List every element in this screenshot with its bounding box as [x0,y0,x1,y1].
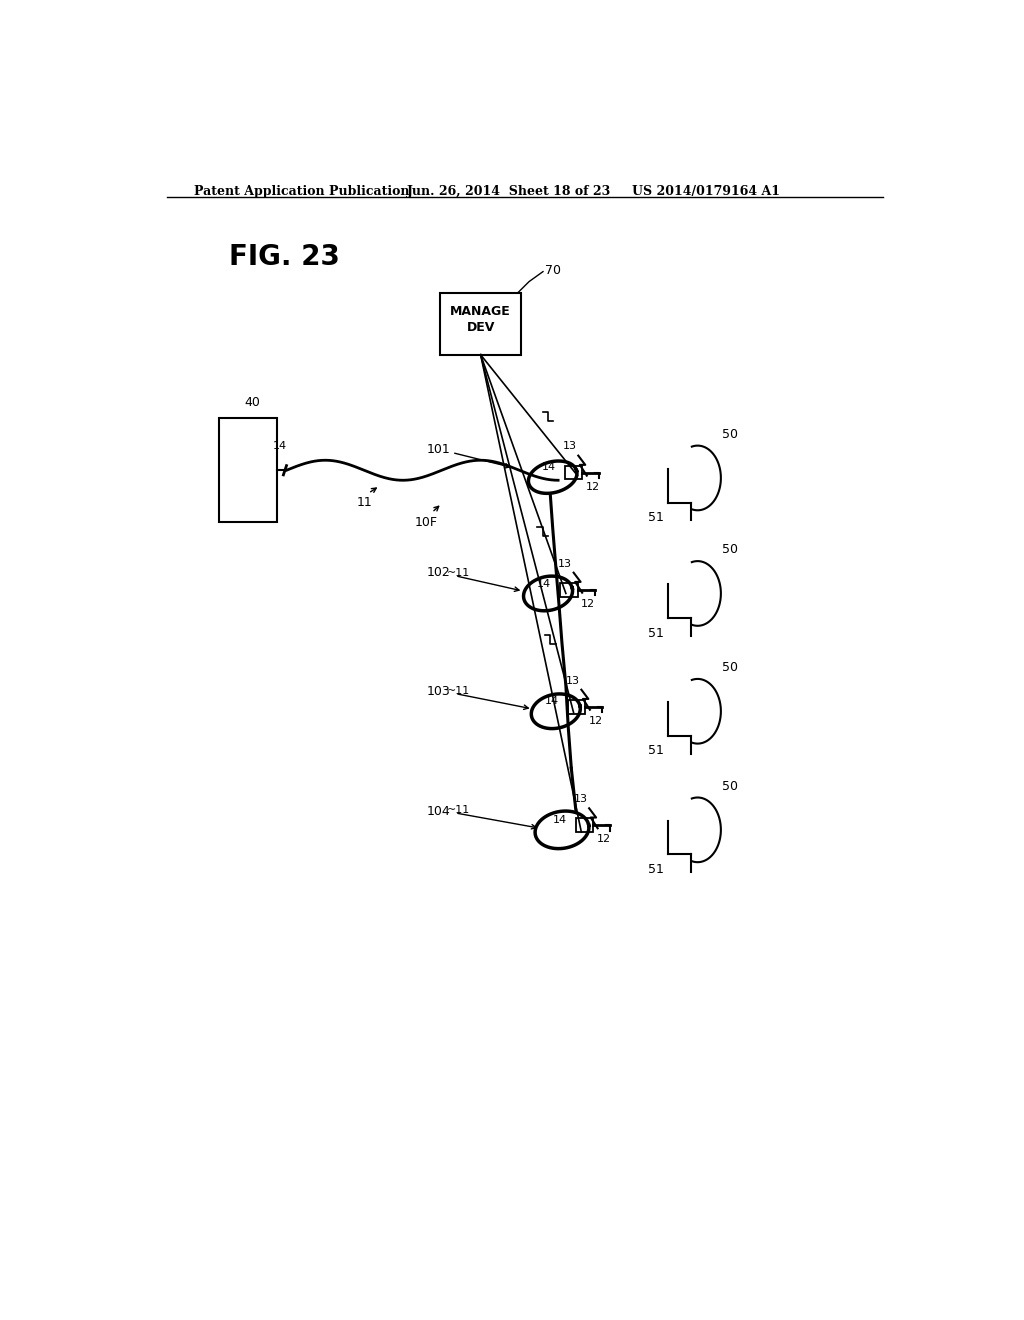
Text: ~11: ~11 [447,805,471,814]
Text: 14: 14 [553,814,566,825]
Text: 14: 14 [538,579,551,589]
Text: 13: 13 [573,795,588,804]
FancyBboxPatch shape [560,582,578,597]
Text: ~11: ~11 [447,685,471,696]
Text: 12: 12 [589,715,603,726]
Text: 104: 104 [426,805,451,818]
Text: 51: 51 [647,744,664,758]
Text: 13: 13 [558,558,572,569]
Text: 70: 70 [545,264,560,277]
FancyBboxPatch shape [219,418,278,523]
Text: 51: 51 [647,627,664,640]
Text: 12: 12 [582,598,595,609]
Text: 50: 50 [722,544,738,557]
FancyBboxPatch shape [565,466,583,479]
Text: 50: 50 [722,428,738,441]
FancyBboxPatch shape [568,700,586,714]
Text: 14: 14 [545,697,559,706]
Text: 13: 13 [563,441,577,451]
Text: Jun. 26, 2014  Sheet 18 of 23: Jun. 26, 2014 Sheet 18 of 23 [407,185,611,198]
Text: 14: 14 [542,462,556,473]
Text: 40: 40 [245,396,260,409]
Text: 12: 12 [586,482,600,491]
FancyBboxPatch shape [440,293,521,355]
Text: 50: 50 [722,780,738,793]
Text: 14: 14 [273,441,288,451]
Text: 13: 13 [566,676,580,685]
Text: 51: 51 [647,511,664,524]
FancyBboxPatch shape [575,818,593,832]
Text: US 2014/0179164 A1: US 2014/0179164 A1 [632,185,779,198]
Text: ~11: ~11 [447,568,471,578]
Text: 103: 103 [426,685,451,698]
Text: 11: 11 [356,496,373,508]
Text: 10F: 10F [415,516,438,529]
Text: MANAGE
DEV: MANAGE DEV [451,305,511,334]
Text: Patent Application Publication: Patent Application Publication [194,185,410,198]
Text: 101: 101 [426,444,451,455]
Text: 102: 102 [426,566,451,579]
Text: 50: 50 [722,661,738,675]
Text: 12: 12 [597,834,611,845]
Text: 51: 51 [647,863,664,876]
Text: FIG. 23: FIG. 23 [228,243,340,271]
